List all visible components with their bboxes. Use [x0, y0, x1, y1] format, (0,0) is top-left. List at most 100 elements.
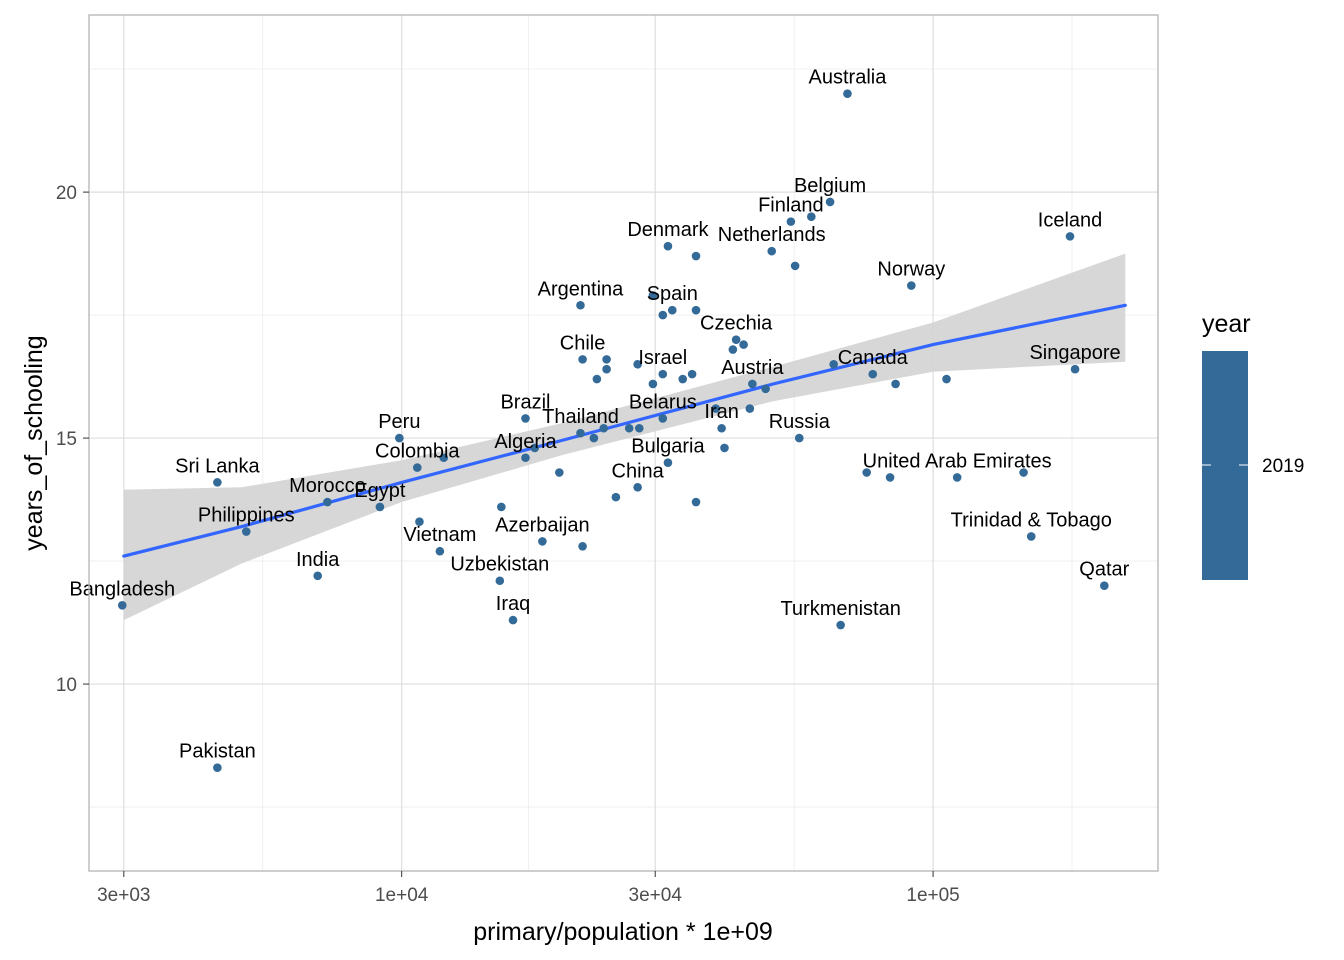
- panel-border: [88, 14, 1159, 872]
- point-label: Brazil: [500, 391, 550, 413]
- point-label: Vietnam: [403, 524, 476, 546]
- data-point: [578, 542, 587, 551]
- data-point: [836, 620, 845, 630]
- data-point: [691, 305, 701, 315]
- x-axis-title: primary/population * 1e+09: [473, 918, 773, 946]
- data-point: [213, 763, 222, 772]
- data-point: [862, 468, 871, 477]
- data-point: [508, 615, 518, 625]
- data-point: [323, 497, 332, 507]
- data-point: [885, 473, 895, 482]
- data-point: [555, 468, 564, 477]
- point-label: Canada: [838, 347, 909, 369]
- point-label: Thailand: [542, 406, 619, 428]
- point-label: Morocco: [289, 475, 366, 497]
- data-point: [658, 369, 668, 379]
- major-gridlines: [89, 15, 1158, 871]
- data-point: [521, 414, 530, 423]
- point-label: Bulgaria: [631, 436, 705, 458]
- data-point: [634, 423, 644, 433]
- data-point: [891, 379, 900, 389]
- data-point: [599, 423, 609, 433]
- legend-label: 2019: [1262, 456, 1304, 477]
- data-point: [843, 89, 852, 99]
- data-point: [117, 601, 127, 610]
- point-label: India: [296, 549, 340, 571]
- data-point: [495, 576, 505, 586]
- data-point: [435, 546, 445, 556]
- point-label: Peru: [378, 411, 420, 433]
- data-point: [497, 502, 506, 512]
- y-axis-title: years_of_schooling: [20, 335, 48, 550]
- point-label: Singapore: [1029, 342, 1120, 364]
- point-label: Turkmenistan: [780, 598, 900, 620]
- data-point: [633, 482, 642, 492]
- point-label: Chile: [560, 332, 606, 354]
- data-point: [592, 374, 602, 384]
- data-point: [578, 355, 587, 364]
- data-point: [767, 246, 777, 256]
- data-point: [395, 433, 404, 443]
- data-point: [790, 261, 800, 271]
- data-point: [691, 497, 701, 507]
- point-label: Belarus: [629, 391, 697, 413]
- data-point: [829, 359, 838, 369]
- point-label: Iran: [704, 401, 738, 423]
- data-point: [611, 492, 621, 502]
- point-label: Egypt: [354, 480, 406, 502]
- data-point: [521, 453, 530, 463]
- data-point: [602, 364, 611, 374]
- x-tick-label: 3e+04: [629, 885, 683, 906]
- point-label: Azerbaijan: [495, 514, 590, 536]
- point-label: Trinidad & Tobago: [951, 509, 1112, 531]
- data-point: [745, 404, 755, 413]
- point-label: Czechia: [700, 313, 773, 335]
- data-point: [576, 300, 585, 310]
- y-tick-label: 20: [56, 183, 77, 204]
- data-point: [794, 433, 804, 443]
- point-label: Austria: [721, 357, 784, 379]
- point-label: Israel: [638, 347, 687, 369]
- point-label: Denmark: [627, 219, 709, 241]
- confidence-band: [123, 253, 1126, 621]
- data-point: [589, 433, 599, 443]
- data-point: [241, 527, 251, 536]
- data-point: [658, 414, 668, 423]
- data-point: [1019, 468, 1028, 477]
- data-point: [375, 502, 385, 512]
- point-label: Norway: [877, 259, 945, 281]
- point-label: Argentina: [538, 278, 624, 300]
- data-point: [691, 251, 701, 261]
- data-point: [748, 379, 757, 389]
- data-point: [942, 374, 951, 384]
- data-point: [667, 305, 677, 315]
- data-point: [412, 463, 422, 472]
- data-point: [1070, 364, 1080, 374]
- data-point: [213, 478, 222, 487]
- point-label: Qatar: [1079, 559, 1129, 581]
- data-point: [786, 217, 796, 226]
- data-point: [663, 241, 673, 251]
- point-label: Iceland: [1038, 209, 1103, 231]
- point-label: Australia: [809, 67, 888, 89]
- data-point: [807, 212, 816, 222]
- x-tick-label: 3e+03: [97, 885, 150, 906]
- data-point: [1100, 581, 1109, 590]
- trend-line: [122, 303, 1127, 558]
- data-point: [868, 369, 878, 379]
- data-point: [720, 443, 729, 453]
- x-tick-label: 1e+05: [906, 885, 959, 906]
- data-point: [1026, 532, 1036, 541]
- data-point: [717, 423, 726, 433]
- point-label: Finland: [758, 195, 824, 217]
- data-point: [633, 359, 642, 369]
- data-point: [663, 458, 673, 467]
- point-label: Russia: [769, 411, 831, 433]
- data-point: [1065, 232, 1075, 241]
- data-point: [648, 379, 658, 389]
- data-point: [825, 197, 835, 207]
- point-label: China: [612, 460, 665, 482]
- data-point: [415, 517, 424, 527]
